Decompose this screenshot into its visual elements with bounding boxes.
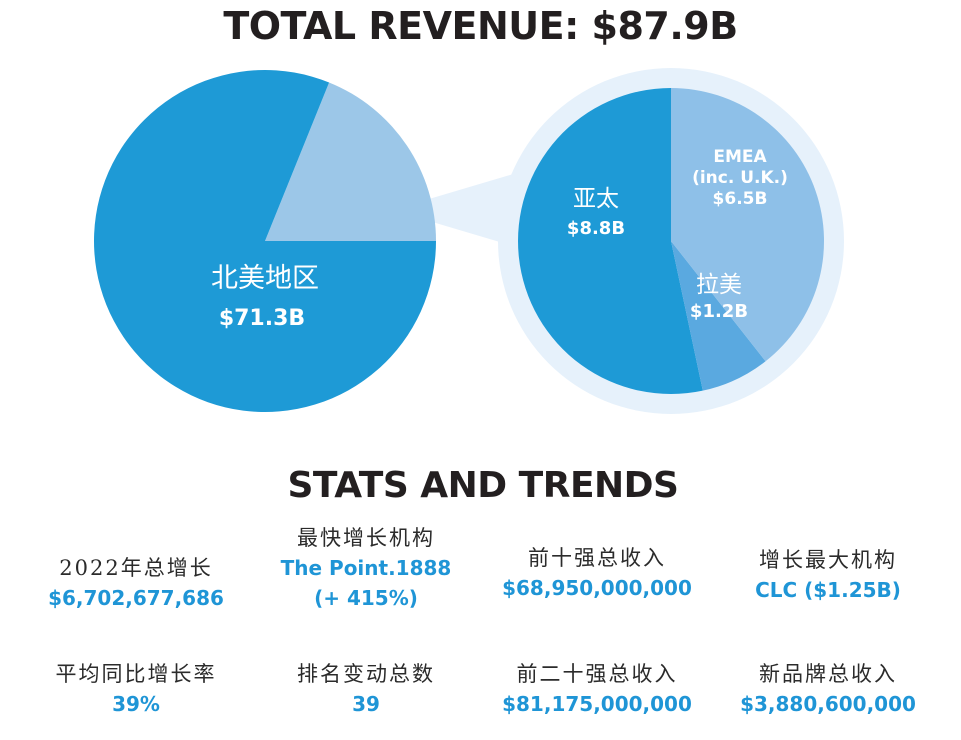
section-title: STATS AND TRENDS: [287, 465, 680, 506]
stat-new-brand-revenue: 新品牌总收入 $3,880,600,000: [718, 659, 938, 719]
stat-label: 2022年总增长: [59, 556, 213, 580]
main-pie: [93, 70, 437, 413]
stat-value-secondary: (+ 415%): [314, 586, 418, 610]
stat-value: $81,175,000,000: [502, 692, 692, 716]
stat-value: $68,950,000,000: [502, 576, 692, 600]
slice-label-emea-line1: EMEA: [713, 147, 767, 167]
revenue-pie-charts: 北美地区 $71.3B 亚太 $8.8B EMEA (inc. U.K.) $6…: [93, 68, 844, 414]
stat-value: $3,880,600,000: [740, 692, 916, 716]
stat-label: 前十强总收入: [528, 546, 666, 570]
slice-value-north-america: $71.3B: [219, 306, 305, 331]
slice-other-regions: [265, 82, 436, 241]
stat-value: The Point.1888: [280, 556, 452, 580]
chart-title: TOTAL REVENUE: $87.9B: [223, 4, 738, 48]
stat-avg-yoy-growth: 平均同比增长率 39%: [26, 659, 246, 719]
slice-latam: [671, 241, 766, 391]
slice-value-emea: $6.5B: [713, 189, 768, 209]
stat-label: 平均同比增长率: [55, 662, 217, 686]
stat-rank-changes: 排名变动总数 39: [256, 659, 476, 719]
stat-label: 排名变动总数: [297, 662, 435, 686]
stat-value: 39%: [112, 692, 160, 716]
slice-label-north-america: 北美地区: [211, 263, 319, 294]
stat-largest-growth: 增长最大机构 CLC ($1.25B): [718, 545, 938, 605]
slice-label-latam: 拉美: [696, 272, 742, 298]
stat-value: $6,702,677,686: [48, 586, 224, 610]
slice-value-latam: $1.2B: [690, 301, 748, 322]
stat-top20-revenue: 前二十强总收入 $81,175,000,000: [487, 659, 707, 719]
slice-label-apac: 亚太: [573, 186, 619, 212]
slice-emea: [671, 88, 825, 362]
stat-top10-revenue: 前十强总收入 $68,950,000,000: [487, 543, 707, 603]
stat-label: 新品牌总收入: [759, 662, 897, 686]
slice-label-emea-line2: (inc. U.K.): [692, 168, 788, 188]
stat-fastest-growth: 最快增长机构 The Point.1888 (+ 415%): [256, 523, 476, 613]
stat-value: 39: [352, 692, 380, 716]
callout-connector: [392, 172, 520, 248]
stat-value: CLC ($1.25B): [755, 578, 901, 602]
stat-label: 增长最大机构: [759, 548, 897, 572]
slice-north-america: [93, 70, 437, 413]
stat-label: 最快增长机构: [297, 526, 435, 550]
slice-value-apac: $8.8B: [567, 218, 625, 239]
detail-pie: [518, 88, 825, 394]
slice-apac: [518, 88, 703, 394]
stat-total-growth: 2022年总增长 $6,702,677,686: [26, 553, 246, 613]
stat-label: 前二十强总收入: [516, 662, 678, 686]
